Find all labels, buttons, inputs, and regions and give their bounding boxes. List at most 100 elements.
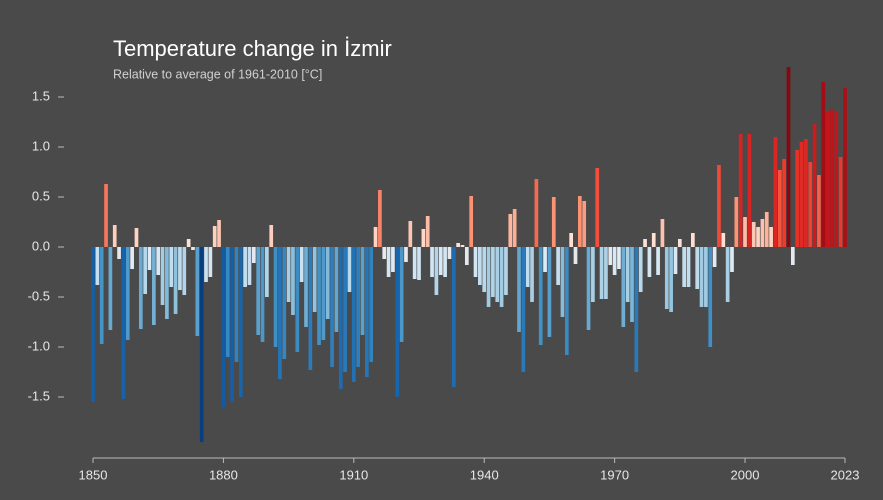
bar [169,247,174,287]
bar [486,247,491,307]
bar [525,247,530,287]
bar [643,239,647,247]
bar [230,247,234,402]
bar [247,247,252,285]
bar [212,226,217,247]
bar [278,247,282,379]
bar [304,247,308,327]
bar [156,247,161,275]
bar [682,247,687,287]
bar [382,247,387,259]
x-tick-label: 1880 [209,467,238,482]
bar [704,247,708,307]
bar [782,159,786,247]
bar [260,247,265,342]
bar [686,247,691,287]
bar [291,247,295,315]
bar [312,247,317,312]
bar [204,247,208,282]
bar [543,247,547,272]
bar [573,247,578,264]
bar [512,209,517,247]
bar [99,247,104,344]
bar [130,247,134,269]
bar [760,219,765,247]
bar [586,247,591,330]
bar [91,247,95,402]
bar [273,247,278,347]
bar [708,247,713,347]
bar [308,247,313,370]
bar [504,247,508,295]
bar [495,247,500,302]
bar [730,247,734,272]
bar [95,247,100,285]
y-tick-label: -1.5 [28,388,50,403]
bar [134,228,139,247]
bar [473,247,478,277]
bar [664,247,669,309]
bar [725,247,730,302]
bar [621,247,626,327]
y-tick-label: 1.0 [32,138,50,153]
bar [330,247,334,367]
bar [351,247,356,382]
y-tick-label: 0.0 [32,238,50,253]
bar [695,247,700,289]
bar [321,247,326,340]
bar [386,247,391,277]
bar [699,247,704,307]
bar [677,239,682,247]
bar [143,247,148,294]
bar [812,124,817,247]
x-tick-label: 1940 [470,467,499,482]
bar [373,227,378,247]
bar [365,247,369,377]
bar [182,247,187,295]
bar [499,247,504,307]
bar [269,225,274,247]
bar [121,247,126,399]
y-tick-label: -1.0 [28,338,50,353]
x-tick-label: 2023 [831,467,860,482]
bar [108,247,113,330]
bar [538,247,543,345]
bar [117,247,121,259]
bar [738,134,743,247]
bar [756,227,760,247]
y-tick-label: -0.5 [28,288,50,303]
bar [734,197,739,247]
bar [112,225,117,247]
bar [443,247,447,277]
bar [634,247,639,372]
bar [251,247,256,263]
bar [599,247,604,299]
bar [191,247,195,250]
bar [221,247,226,407]
bar [369,247,374,362]
bar [843,88,847,247]
bar [651,233,656,247]
bar [790,247,795,265]
bar [343,247,347,372]
bar [560,247,565,317]
bar [469,196,474,247]
bar [282,247,287,359]
bar [564,247,569,355]
bar [804,139,808,247]
bar [421,229,426,247]
chart-subtitle: Relative to average of 1961-2010 [°C] [113,67,322,81]
bar [751,222,756,247]
bar [743,217,747,247]
x-tick-label: 1970 [600,467,629,482]
bar [338,247,343,389]
bar [404,247,408,262]
bar [317,247,321,345]
bar [482,247,487,292]
bar [517,247,521,332]
bar [430,247,434,277]
bar [508,214,513,247]
bar [799,142,804,247]
